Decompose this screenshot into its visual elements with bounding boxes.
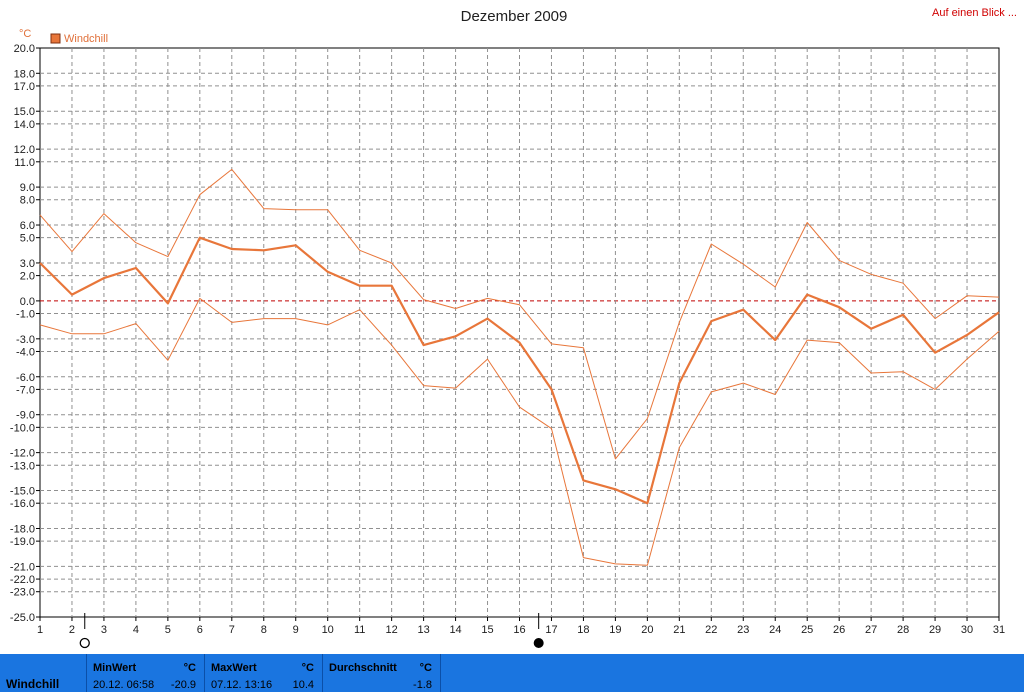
y-tick-label: -7.0 [16, 384, 35, 396]
y-tick-label: 11.0 [14, 157, 35, 169]
y-tick-label: -23.0 [10, 587, 35, 599]
y-tick-label: 15.0 [14, 106, 35, 118]
x-tick-label: 15 [481, 624, 493, 636]
x-tick-label: 29 [929, 624, 941, 636]
y-tick-label: 12.0 [14, 144, 35, 156]
y-tick-label: 3.0 [20, 258, 35, 270]
x-tick-label: 27 [865, 624, 877, 636]
x-tick-label: 3 [101, 624, 107, 636]
min-value: -20.9 [170, 679, 196, 691]
x-tick-label: 21 [673, 624, 685, 636]
x-tick-label: 8 [261, 624, 267, 636]
x-tick-label: 6 [197, 624, 203, 636]
y-tick-label: -18.0 [10, 523, 35, 535]
avg-value: -1.8 [413, 679, 432, 691]
x-tick-label: 17 [545, 624, 557, 636]
y-tick-label: -22.0 [10, 574, 35, 586]
y-tick-label: 8.0 [20, 195, 35, 207]
y-tick-label: 2.0 [20, 271, 35, 283]
max-header: MaxWert [211, 662, 257, 674]
legend-swatch [50, 33, 61, 44]
x-tick-label: 9 [293, 624, 299, 636]
y-tick-label: -4.0 [16, 346, 35, 358]
max-unit: °C [301, 662, 314, 674]
x-tick-label: 5 [165, 624, 171, 636]
y-tick-label: 0.0 [20, 296, 35, 308]
avg-unit: °C [419, 662, 432, 674]
grid [39, 47, 1000, 618]
legend-label: Windchill [64, 33, 108, 45]
x-tick-label: 7 [229, 624, 235, 636]
x-tick-label: 26 [833, 624, 845, 636]
axes: 20.018.017.015.014.012.011.09.08.06.05.0… [10, 43, 1005, 649]
x-tick-label: 30 [961, 624, 973, 636]
avg-header: Durchschnitt [329, 662, 397, 674]
stats-min-cell: MinWert °C 20.12. 06:58 -20.9 [87, 654, 205, 692]
stats-series-name: Windchill [6, 677, 60, 691]
y-tick-label: 18.0 [14, 68, 35, 80]
y-tick-label: 20.0 [14, 43, 35, 55]
y-tick-label: 6.0 [20, 220, 35, 232]
y-tick-label: 9.0 [20, 182, 35, 194]
y-tick-label: -25.0 [10, 612, 35, 624]
y-tick-label: -19.0 [10, 536, 35, 548]
x-tick-label: 1 [37, 624, 43, 636]
stats-max-cell: MaxWert °C 07.12. 13:16 10.4 [205, 654, 323, 692]
series-line-min [39, 297, 1000, 566]
x-tick-label: 10 [322, 624, 334, 636]
y-tick-label: -16.0 [10, 498, 35, 510]
x-tick-label: 23 [737, 624, 749, 636]
open-circle-icon [79, 637, 90, 649]
max-date: 07.12. 13:16 [211, 679, 273, 691]
chart-title: Dezember 2009 [461, 8, 568, 25]
x-tick-label: 12 [386, 624, 398, 636]
x-tick-label: 4 [133, 624, 139, 636]
x-tick-label: 18 [577, 624, 589, 636]
y-tick-label: -21.0 [10, 561, 35, 573]
y-tick-label: -9.0 [16, 410, 35, 422]
x-tick-label: 14 [449, 624, 461, 636]
y-tick-label: 17.0 [14, 81, 35, 93]
x-tick-label: 19 [609, 624, 621, 636]
y-tick-label: -6.0 [16, 372, 35, 384]
x-tick-label: 16 [513, 624, 525, 636]
min-date: 20.12. 06:58 [93, 679, 155, 691]
overview-link[interactable]: Auf einen Blick ... [932, 7, 1017, 19]
windchill-chart: Dezember 2009 Auf einen Blick ... °C Win… [10, 7, 1017, 649]
y-tick-label: -1.0 [16, 309, 35, 321]
series-line-max [39, 168, 1000, 460]
y-tick-label: -13.0 [10, 460, 35, 472]
x-tick-label: 31 [993, 624, 1005, 636]
y-tick-label: 5.0 [20, 233, 35, 245]
statistics-bar: Windchill MinWert °C 20.12. 06:58 -20.9 … [0, 654, 1024, 692]
y-axis-unit: °C [19, 28, 31, 40]
y-tick-label: -12.0 [10, 448, 35, 460]
filled-circle-icon [533, 638, 544, 648]
y-tick-label: 14.0 [14, 119, 35, 131]
series [39, 168, 1000, 566]
y-tick-label: -3.0 [16, 334, 35, 346]
min-header: MinWert [93, 662, 137, 674]
min-unit: °C [183, 662, 196, 674]
series-line-avg [39, 236, 1000, 505]
x-tick-label: 11 [354, 624, 365, 636]
x-tick-label: 13 [417, 624, 429, 636]
y-tick-label: -10.0 [10, 422, 35, 434]
x-tick-label: 22 [705, 624, 717, 636]
max-value: 10.4 [292, 679, 314, 691]
y-tick-label: -15.0 [10, 486, 35, 498]
x-tick-label: 2 [69, 624, 75, 636]
x-tick-label: 25 [801, 624, 813, 636]
x-tick-label: 28 [897, 624, 909, 636]
stats-label-cell: Windchill [0, 654, 87, 692]
stats-avg-cell: Durchschnitt °C -1.8 [323, 654, 441, 692]
x-tick-label: 20 [641, 624, 653, 636]
x-tick-label: 24 [769, 624, 781, 636]
